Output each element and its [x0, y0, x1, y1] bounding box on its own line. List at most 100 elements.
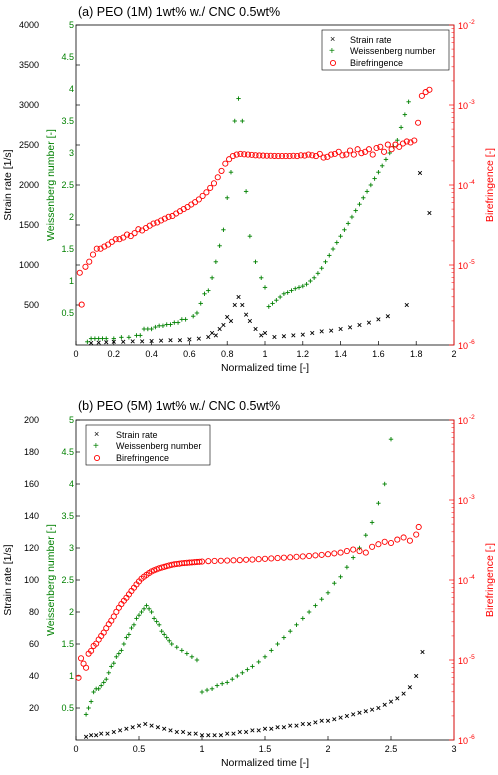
panel-a-legend-box [321, 29, 450, 71]
panel-b-strain-rate-point [225, 731, 230, 736]
panel-a-strain-rate-point [89, 340, 94, 346]
panel-b-strain-rate-point [237, 729, 242, 735]
panel-b-strain-rate-point [174, 729, 179, 735]
panel-a-strain-rate-point [243, 312, 249, 317]
panel-a-birefringence-point [282, 153, 289, 160]
panel-a-weissenberg-point [281, 291, 287, 296]
panel-b-strain-rate-point [231, 731, 236, 736]
panel-b-weissenberg-point [184, 651, 190, 656]
panel-a-strain-rate-point [213, 333, 218, 338]
panel-b-strain-rate-point [319, 718, 324, 723]
panel-a-birefringence-point [199, 192, 206, 199]
panel-b-birefringence-point [280, 554, 287, 561]
panel-b-ytick-mid-label: 3 [69, 543, 74, 553]
panel-a-birefringence-point [260, 152, 267, 159]
panel-a-birefringence-point [120, 234, 127, 241]
panel-a-xtick-label: 1.4 [334, 349, 347, 359]
panel-a-birefringence-point [373, 144, 380, 152]
panel-a-strain-rate-point [240, 302, 245, 308]
panel-a-weissenberg-point [232, 118, 237, 124]
panel-b-birefringence-point [415, 523, 422, 531]
panel-b-strain-rate-point [130, 725, 135, 730]
panel-b-birefringence-point [318, 551, 325, 558]
panel-a-ylabel-mid: Weissenberg number [-] [45, 129, 57, 241]
panel-a-xtick-label: 1.8 [410, 349, 423, 359]
panel-a-birefringence-point [108, 238, 115, 245]
panel-a-weissenberg-point [353, 208, 358, 213]
panel-a-birefringence-point [241, 151, 248, 158]
panel-a-birefringence-point [82, 263, 89, 270]
panel-b-ytick-right-label: 10 [458, 496, 468, 506]
panel-b-xtick-label: 1 [199, 744, 204, 754]
panel-a-ytick-right-exponent: -3 [469, 99, 475, 106]
panel-b-birefringence-point [387, 539, 395, 547]
panel-a-strain-rate-point [236, 294, 241, 300]
panel-a-xtick-label: 0.8 [221, 349, 234, 359]
panel-b-weissenberg-point [144, 603, 149, 608]
panel-a-birefringence-point [252, 152, 259, 159]
panel-b-birefringence-point [88, 647, 95, 654]
panel-b-birefringence-point [406, 537, 413, 544]
panel-a-birefringence-point [210, 180, 218, 187]
panel-b-weissenberg-point [388, 437, 394, 442]
panel-b-birefringence-point [75, 674, 82, 681]
panel-b-strain-rate-point [212, 733, 217, 738]
panel-a-weissenberg-point [338, 234, 343, 239]
panel-a-weissenberg-point [364, 189, 370, 194]
panel-b-ytick-left-label: 200 [24, 415, 39, 425]
panel-b-birefringence-point [100, 629, 107, 636]
panel-b-weissenberg-point [256, 659, 261, 665]
panel-a-birefringence-point [123, 231, 131, 238]
panel-a-plot-frame [75, 24, 455, 346]
panel-b-strain-rate-point [294, 723, 299, 728]
panel-b-ytick-right-label: 10 [458, 576, 468, 586]
panel-b-ytick-left-label: 80 [29, 607, 39, 617]
panel-b-weissenberg-point [357, 545, 362, 551]
panel-b-strain-rate-point [351, 712, 356, 717]
panel-b-title: (b) PEO (5M) 1wt% w./ CNC 0.5wt% [78, 399, 280, 413]
panel-b-ticks: 0 0.5 1 1.5 2 2.5 3 20 40 60 80 100 120 140 160 180 200 0… [24, 414, 475, 754]
panel-a-birefringence-point [388, 146, 395, 153]
panel-a-ytick-right-label: 10 [458, 101, 468, 111]
panel-a-weissenberg-point [376, 170, 381, 175]
panel-b-weissenberg-point [164, 635, 169, 640]
panel-a-birefringence-point [278, 153, 286, 160]
panel-b-ytick-left-label: 180 [24, 447, 39, 457]
panel-b-ytick-left-label: 160 [24, 479, 39, 489]
panel-b-ytick-right-label: 10 [458, 656, 468, 666]
panel-b-birefringence-point [394, 536, 401, 543]
panel-b-weissenberg-point [269, 648, 274, 653]
panel-a-ytick-right-label: 10 [458, 261, 468, 271]
panel-b-strain-rate-point [288, 723, 293, 728]
panel-a-legend-weissenberg: Weissenberg number [350, 46, 435, 56]
panel-b-strain-rate-point [262, 726, 268, 731]
panel-b-weissenberg-point [262, 654, 268, 659]
panel-b-birefringence-point [331, 550, 338, 557]
panel-b-weissenberg-point [104, 677, 109, 682]
panel-a-weissenberg-point [311, 275, 317, 280]
panel-a-strain-rate-point [319, 329, 324, 334]
panel-a-ytick-left-label: 1500 [19, 220, 39, 230]
panel-a-weissenberg-point [156, 323, 162, 328]
panel-b-weissenberg-point [129, 625, 134, 631]
panel-b-weissenberg-point [294, 622, 299, 627]
panel-a-birefringence-point [188, 201, 195, 208]
panel-b-weissenberg-point [156, 622, 162, 627]
panel-a-strain-rate-point [300, 332, 305, 337]
panel-a-weissenberg-point [134, 333, 139, 338]
panel-a-weissenberg-point [293, 286, 298, 291]
panel-a-weissenberg-point [285, 290, 290, 295]
panel-a-weissenberg-point [228, 170, 234, 175]
panel-a-strain-rate-point [376, 317, 381, 322]
panel-b-weissenberg-point [99, 683, 104, 688]
panel-b-weissenberg-point [338, 574, 343, 579]
panel-b-weissenberg-point [214, 683, 220, 688]
panel-a-birefringence-point [112, 236, 119, 243]
panel-a-birefringence-point [214, 174, 221, 181]
panel-a-ytick-left-label: 1000 [19, 260, 39, 270]
panel-b-legend-box [85, 424, 211, 466]
panel-a-weissenberg-point [383, 157, 389, 162]
panel-b-birefringence-point [287, 554, 294, 561]
panel-b-ytick-right-exponent: -2 [469, 414, 475, 421]
panel-a-birefringence-point [165, 213, 172, 220]
